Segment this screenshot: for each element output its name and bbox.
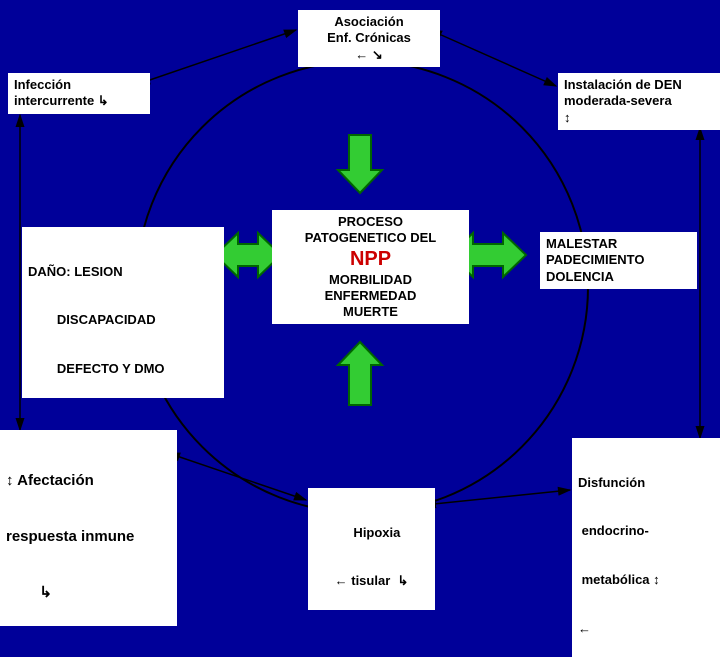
text: MORBILIDAD (278, 272, 463, 288)
box-bottom: Hipoxia ← tisular ↳ (308, 488, 435, 610)
box-bottom-left: ↕ Afectación respuesta inmune ↳ (0, 430, 177, 626)
text: ENFERMEDAD (278, 288, 463, 304)
box-center: PROCESO PATOGENETICO DEL NPP MORBILIDAD … (272, 210, 469, 324)
text: PROCESO (278, 214, 463, 230)
text: DEFECTO Y DMO (28, 361, 218, 377)
text: ↕ (564, 110, 720, 126)
box-top-right: Instalación de DEN moderada-severa ↕ (558, 73, 720, 130)
text: moderada-severa (564, 93, 720, 109)
text: intercurrente ↳ (14, 93, 144, 109)
text: metabólica ↕ (578, 572, 720, 588)
text: endocrino- (578, 523, 720, 539)
text: Disfunción (578, 475, 720, 491)
text: DOLENCIA (546, 269, 691, 285)
box-top-left: Infección intercurrente ↳ (8, 73, 150, 114)
text: respuesta inmune (6, 528, 171, 547)
text: PATOGENETICO DEL (278, 230, 463, 246)
npp-label: NPP (278, 247, 463, 272)
text: DISCAPACIDAD (28, 312, 218, 328)
box-bottom-right: Disfunción endocrino- metabólica ↕ ← (572, 438, 720, 657)
text: MUERTE (278, 304, 463, 320)
text: Hipoxia (314, 525, 429, 541)
text: Instalación de DEN (564, 77, 720, 93)
box-left: DAÑO: LESION DISCAPACIDAD DEFECTO Y DMO (22, 227, 224, 398)
text: DAÑO: LESION (28, 264, 218, 280)
box-top: Asociación Enf. Crónicas ← ↘ (298, 10, 440, 67)
text: PADECIMIENTO (546, 252, 691, 268)
text: Infección (14, 77, 144, 93)
text: ↕ Afectación (6, 472, 171, 491)
text: ↳ (6, 584, 171, 603)
text: Asociación (304, 14, 434, 30)
text: ← tisular ↳ (314, 573, 429, 589)
text: ← ↘ (304, 47, 434, 63)
text: MALESTAR (546, 236, 691, 252)
text: ← (578, 621, 720, 637)
box-right: MALESTAR PADECIMIENTO DOLENCIA (540, 232, 697, 289)
text: Enf. Crónicas (304, 30, 434, 46)
